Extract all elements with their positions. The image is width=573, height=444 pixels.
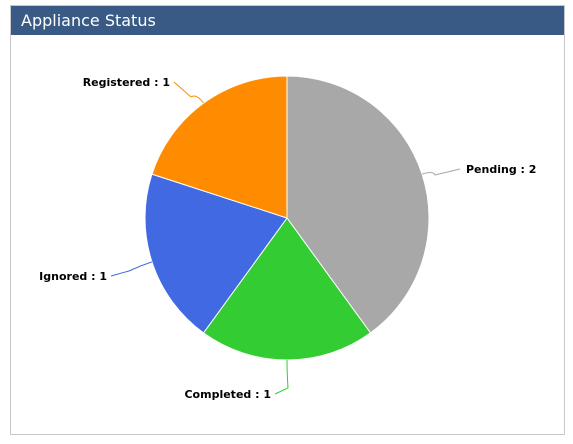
connector-registered (173, 81, 204, 104)
panel-title: Appliance Status (11, 6, 564, 35)
chart-area: Pending : 2 Completed : 1 Ignored : 1 Regis… (11, 35, 566, 436)
pie-chart: Pending : 2 Completed : 1 Ignored : 1 Regis… (39, 75, 536, 401)
slice-label-registered: Registered : 1 (83, 76, 170, 89)
pie-slice-completed[interactable] (202, 217, 372, 361)
slice-label-pending: Pending : 2 (466, 163, 536, 176)
connector-ignored (110, 261, 153, 277)
slice-label-completed: Completed : 1 (184, 388, 271, 401)
pie-slice-ignored[interactable] (144, 173, 288, 334)
connector-completed (274, 359, 289, 395)
appliance-status-panel: Appliance Status Pending : 2 Completed : … (10, 5, 565, 435)
pie-slice-registered[interactable] (151, 75, 288, 219)
slice-label-ignored: Ignored : 1 (39, 270, 107, 283)
pie-slice-pending[interactable] (286, 75, 430, 334)
connector-pending (421, 168, 461, 176)
